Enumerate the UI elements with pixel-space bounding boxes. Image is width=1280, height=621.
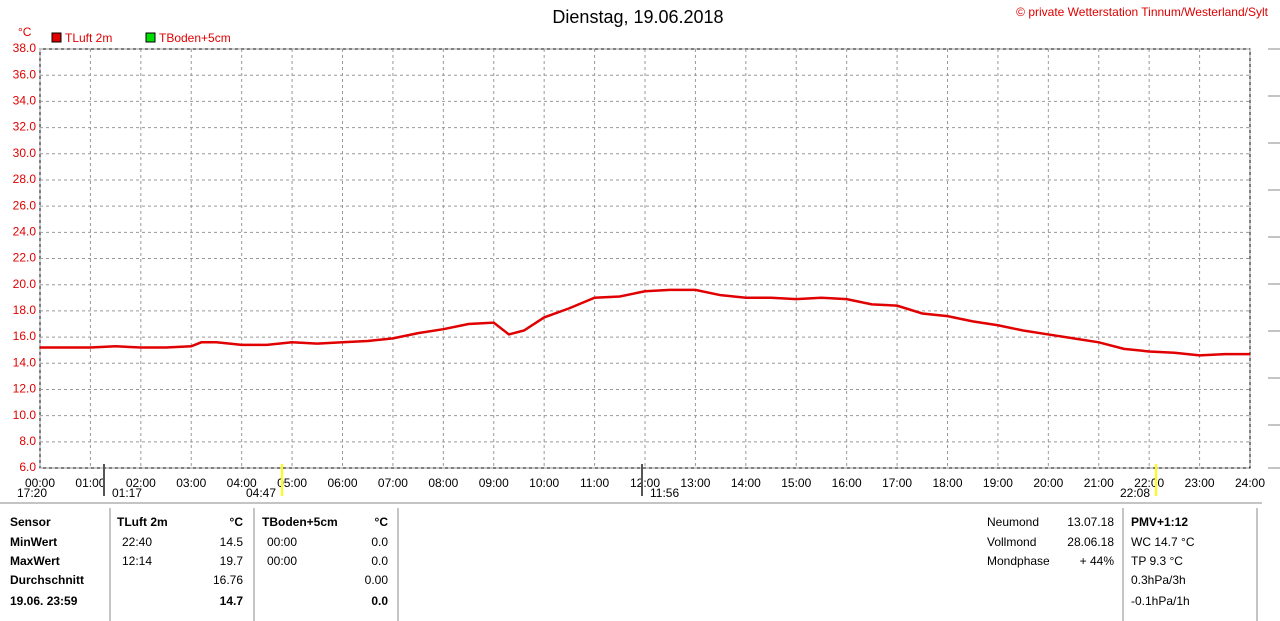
legend-swatch (51, 32, 62, 43)
stats-cell: 12:14 (122, 554, 152, 568)
stats-cell: 0.0 (371, 535, 388, 549)
y-tick-label: 10.0 (13, 408, 37, 422)
time-marker-label: 17:20 (17, 486, 47, 500)
extra-info: -0.1hPa/1h (1131, 594, 1190, 608)
x-tick-label: 13:00 (680, 476, 710, 490)
stats-cell: Sensor (10, 515, 51, 529)
x-tick-label: 02:00 (126, 476, 156, 490)
y-tick-label: 22.0 (13, 251, 37, 265)
stats-cell: 0.0 (371, 554, 388, 568)
y-tick-label: 18.0 (13, 303, 37, 317)
y-tick-label: 8.0 (19, 434, 36, 448)
legend-swatch (145, 32, 156, 43)
x-tick-label: 15:00 (781, 476, 811, 490)
y-tick-label: 36.0 (13, 67, 37, 81)
time-marker-label: 01:17 (112, 486, 142, 500)
x-tick-label: 08:00 (428, 476, 458, 490)
x-tick-label: 04:00 (227, 476, 257, 490)
chart-title: Dienstag, 19.06.2018 (552, 7, 723, 27)
y-tick-label: 6.0 (19, 460, 36, 474)
x-tick-label: 01:00 (75, 476, 105, 490)
x-tick-label: 12:00 (630, 476, 660, 490)
x-tick-label: 05:00 (277, 476, 307, 490)
data-line (40, 288, 1250, 357)
time-marker-label: 11:56 (650, 486, 679, 500)
moon-value: 13.07.18 (1067, 515, 1114, 529)
time-marker-label: 04:47 (246, 486, 276, 500)
stats-cell: TBoden+5cm (262, 515, 338, 529)
y-tick-label: 24.0 (13, 224, 37, 238)
stats-cell: 14.5 (220, 535, 244, 549)
stats-cell: 19.7 (220, 554, 244, 568)
x-tick-label: 24:00 (1235, 476, 1265, 490)
moon-label: Neumond (987, 515, 1039, 529)
moon-value: + 44% (1080, 554, 1115, 568)
stats-cell: °C (230, 515, 244, 529)
x-tick-label: 00:00 (25, 476, 55, 490)
stats-cell: 00:00 (267, 535, 297, 549)
x-tick-label: 11:00 (580, 476, 609, 490)
x-tick-label: 17:00 (882, 476, 912, 490)
x-tick-label: 19:00 (983, 476, 1013, 490)
stats-cell: 16.76 (213, 573, 243, 587)
stats-cell: MaxWert (10, 554, 60, 568)
stats-cell: TLuft 2m (117, 515, 168, 529)
x-tick-label: 03:00 (176, 476, 206, 490)
moon-label: Mondphase (987, 554, 1050, 568)
extra-info: WC 14.7 °C (1131, 535, 1195, 549)
y-tick-label: 30.0 (13, 146, 37, 160)
x-tick-label: 07:00 (378, 476, 408, 490)
credit: © private Wetterstation Tinnum/Westerlan… (1016, 5, 1269, 19)
extra-info: 0.3hPa/3h (1131, 573, 1186, 587)
time-marker-label: 22:08 (1120, 486, 1150, 500)
x-tick-label: 21:00 (1084, 476, 1114, 490)
stats-cell: 14.7 (220, 594, 244, 608)
legend-label: TLuft 2m (65, 31, 112, 45)
table-lines (109, 508, 1258, 621)
y-tick-label: 28.0 (13, 172, 37, 186)
stats-cell: 22:40 (122, 535, 152, 549)
x-tick-label: 20:00 (1033, 476, 1063, 490)
stats-cell: MinWert (10, 535, 57, 549)
y-tick-label: 26.0 (13, 198, 37, 212)
y-tick-label: 12.0 (13, 382, 37, 396)
right-scale-marks (1268, 48, 1280, 469)
extra-info: TP 9.3 °C (1131, 554, 1183, 568)
stats-cell: 00:00 (267, 554, 297, 568)
stats-cell: 0.00 (365, 573, 389, 587)
y-unit: °C (18, 25, 32, 39)
stats-cell: Durchschnitt (10, 573, 84, 587)
y-tick-label: 14.0 (13, 355, 37, 369)
x-tick-label: 23:00 (1185, 476, 1215, 490)
y-tick-label: 38.0 (13, 41, 37, 55)
x-tick-label: 06:00 (327, 476, 357, 490)
x-tick-label: 18:00 (932, 476, 962, 490)
stats-cell: 0.0 (371, 594, 388, 608)
extra-info: PMV+1:12 (1131, 515, 1188, 529)
x-tick-label: 09:00 (479, 476, 509, 490)
x-tick-label: 10:00 (529, 476, 559, 490)
y-tick-label: 16.0 (13, 329, 37, 343)
y-tick-label: 32.0 (13, 120, 37, 134)
legend-label: TBoden+5cm (159, 31, 231, 45)
y-tick-label: 34.0 (13, 94, 37, 108)
x-tick-label: 16:00 (832, 476, 862, 490)
y-tick-label: 20.0 (13, 277, 37, 291)
x-tick-label: 14:00 (731, 476, 761, 490)
moon-value: 28.06.18 (1067, 535, 1114, 549)
stats-cell: 19.06. 23:59 (10, 594, 78, 608)
moon-label: Vollmond (987, 535, 1036, 549)
stats-cell: °C (375, 515, 389, 529)
